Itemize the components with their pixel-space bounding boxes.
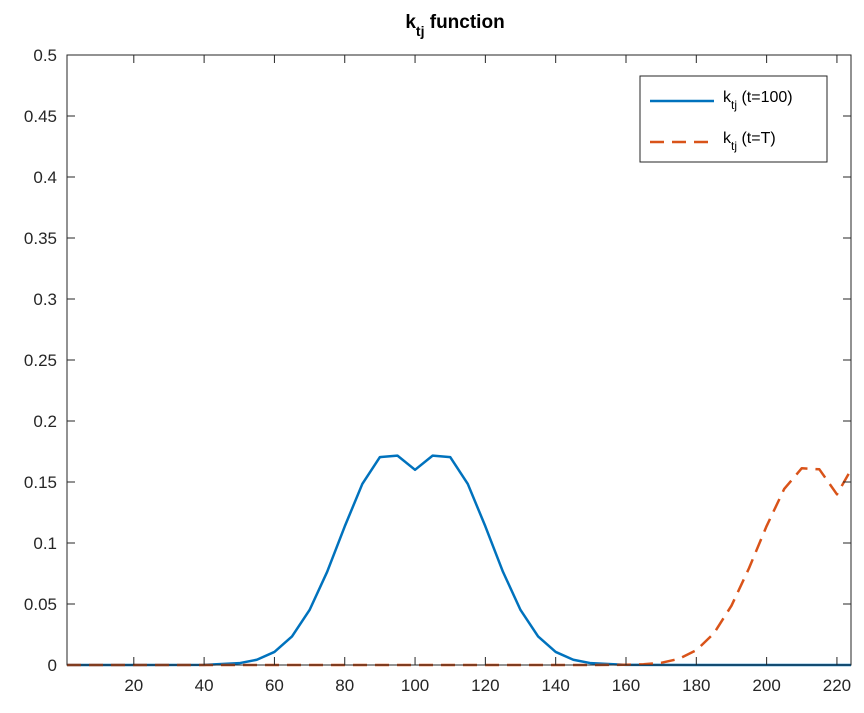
y-tick-label: 0.1 (33, 534, 57, 553)
y-tick-label: 0.2 (33, 412, 57, 431)
y-tick-label: 0.15 (24, 473, 57, 492)
x-tick-label: 20 (124, 676, 143, 695)
legend-box (639, 75, 828, 163)
ticks-layer: 20 40 60 80 100 120 140 160 180 200 220 0 0.05 0.1 0.1… (24, 46, 851, 695)
legend-series-1-suffix: (t=100) (737, 89, 793, 106)
x-tick-label: 60 (265, 676, 284, 695)
x-tick-label: 120 (471, 676, 499, 695)
x-tick-label: 200 (752, 676, 780, 695)
y-tick-label: 0.45 (24, 107, 57, 126)
chart-title: ktj function (405, 12, 504, 39)
y-tick-label: 0 (48, 656, 57, 675)
chart-title-suffix: function (424, 12, 504, 33)
legend-series-2-suffix: (t=T) (737, 130, 776, 147)
legend-series-1-base: k (723, 89, 732, 106)
plot-frame (66, 54, 852, 666)
series-line-1 (67, 454, 851, 667)
x-tick-label: 80 (335, 676, 354, 695)
x-tick-label: 160 (612, 676, 640, 695)
chart-title-subscript: tj (416, 23, 425, 39)
y-tick-label: 0.4 (33, 168, 57, 187)
legend: ktj (t=100) ktj (t=T) (639, 75, 828, 163)
x-tick-label: 140 (541, 676, 569, 695)
x-tick-label: 40 (195, 676, 214, 695)
legend-series-2-subscript: tj (731, 139, 737, 153)
y-tick-label: 0.05 (24, 595, 57, 614)
chart-title-base: k (405, 12, 416, 33)
legend-series-1-subscript: tj (731, 98, 737, 112)
y-tick-label: 0.5 (33, 46, 57, 65)
y-tick-label: 0.25 (24, 351, 57, 370)
y-tick-label: 0.35 (24, 229, 57, 248)
legend-label-series-1: ktj (t=100) (723, 89, 793, 112)
x-tick-label: 220 (823, 676, 851, 695)
legend-series-2-base: k (723, 130, 732, 147)
x-tick-label: 100 (401, 676, 429, 695)
x-tick-label: 180 (682, 676, 710, 695)
y-tick-label: 0.3 (33, 290, 57, 309)
legend-label-series-2: ktj (t=T) (723, 130, 776, 153)
